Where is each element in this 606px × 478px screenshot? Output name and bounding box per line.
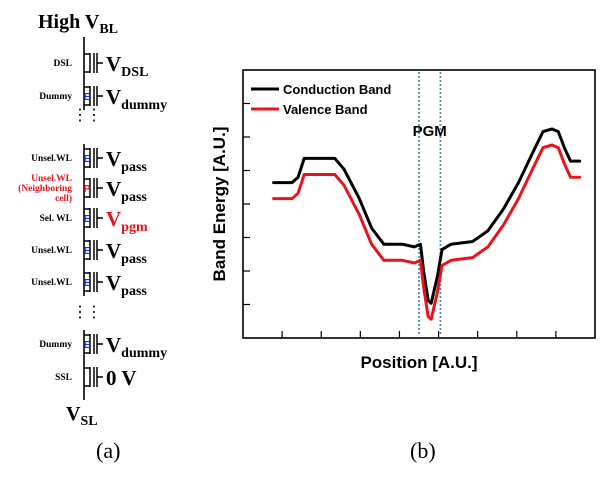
- cell-state-label: E: [84, 278, 91, 289]
- panel-b-caption: (b): [410, 438, 436, 463]
- pgm-annotation: PGM: [413, 123, 447, 140]
- wordline-label: Unsel.WL (Neighboring cell): [18, 174, 72, 204]
- ellipsis-dots: ⋮: [72, 304, 88, 321]
- gate-voltage-label: Vpass: [106, 239, 147, 267]
- gate-voltage-label: VDSL: [106, 52, 148, 80]
- y-axis-label: Band Energy [A.U.]: [210, 127, 229, 282]
- ellipsis-dots: ⋮: [72, 107, 88, 124]
- wordline-label: Sel. WL: [39, 214, 72, 224]
- gate-voltage-label: Vdummy: [106, 85, 167, 113]
- wordline-label: Unsel.WL: [31, 246, 72, 256]
- wordline-label: Dummy: [39, 92, 72, 102]
- gate-voltage-label: Vpgm: [106, 207, 148, 235]
- valence-band-line: [272, 143, 582, 321]
- top-bitline-label: High VBL: [38, 11, 118, 37]
- cell-state-label: E: [84, 214, 91, 225]
- gate-voltage-label: 0 V: [106, 366, 137, 390]
- cell-state-label: E: [84, 246, 91, 257]
- band-energy-chart: PGM Conduction Band Valence Band Position […: [210, 69, 596, 372]
- wordline-label: DSL: [54, 59, 72, 69]
- legend-label: Valence Band: [283, 102, 368, 117]
- ellipsis-dots: ⋮: [86, 304, 102, 321]
- cell-state-label: P: [84, 184, 91, 195]
- wordline-label: Unsel.WL: [31, 278, 72, 288]
- ellipsis-dots: ⋮: [86, 107, 102, 124]
- gate-voltage-label: Vpass: [106, 271, 147, 299]
- panel-a-caption: (a): [96, 438, 121, 463]
- band-diagram-panel: PGM Conduction Band Valence Band Position […: [195, 55, 606, 435]
- wordline-label: SSL: [55, 373, 72, 383]
- conduction-band-line: [272, 127, 582, 305]
- x-axis-label: Position [A.U.]: [360, 353, 477, 372]
- nand-string-panel: High VBL ⋮ ⋮ ⋮ ⋮ DSL VDSL E Dummy Vdummy E Unsel.WL…: [0, 0, 220, 473]
- gate-voltage-label: Vpass: [106, 177, 147, 205]
- gate-voltage-label: Vpass: [106, 147, 147, 175]
- cell-state-label: E: [84, 92, 91, 103]
- source-line-label: VSL: [66, 403, 98, 429]
- gate-voltage-label: Vdummy: [106, 333, 167, 361]
- wordline-label: Dummy: [39, 340, 72, 350]
- legend-label: Conduction Band: [283, 82, 391, 97]
- cell-state-label: E: [84, 154, 91, 165]
- cell-state-label: E: [84, 340, 91, 351]
- wordline-label: Unsel.WL: [31, 154, 72, 164]
